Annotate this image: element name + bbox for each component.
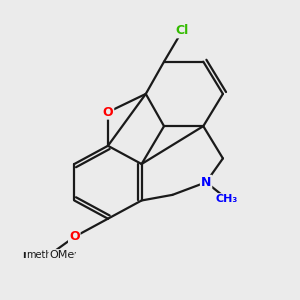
Text: N: N xyxy=(201,176,211,189)
Text: OMe: OMe xyxy=(49,250,74,260)
Text: methoxy: methoxy xyxy=(26,250,69,260)
Text: Cl: Cl xyxy=(176,24,189,37)
Text: O: O xyxy=(103,106,113,118)
Text: methoxy: methoxy xyxy=(22,250,76,260)
Text: CH₃: CH₃ xyxy=(216,194,238,204)
Text: O: O xyxy=(69,230,80,243)
